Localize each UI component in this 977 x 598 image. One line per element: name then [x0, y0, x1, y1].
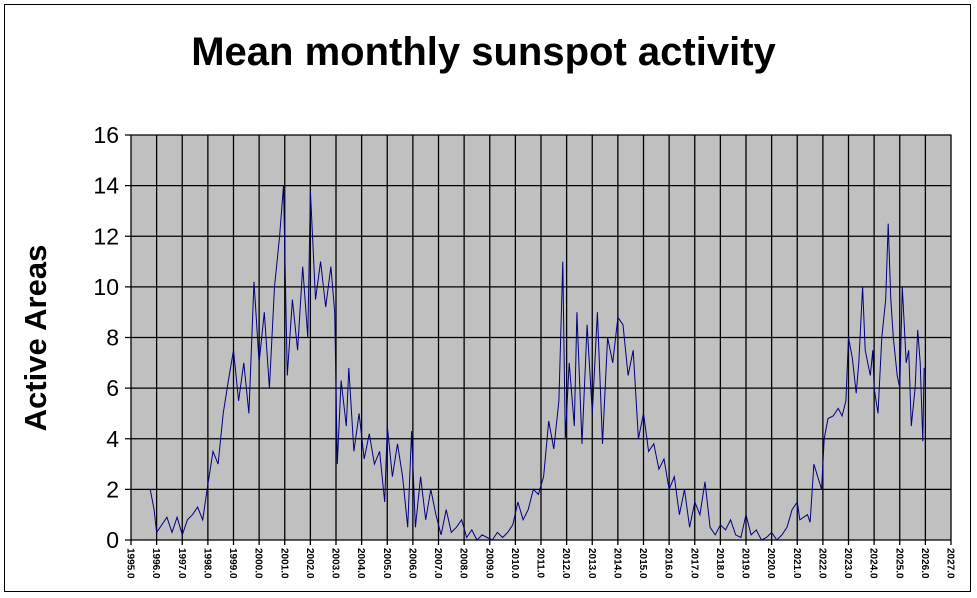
x-tick-label: 2020.0	[765, 548, 776, 579]
x-tick-label: 2013.0	[586, 548, 597, 579]
x-tick-label: 1999.0	[227, 548, 238, 579]
y-tick-label: 14	[93, 173, 119, 199]
plot-border	[130, 134, 952, 541]
x-tick-label: 2011.0	[535, 548, 546, 578]
x-tick-label: 2024.0	[868, 548, 879, 579]
x-tick-label: 1998.0	[201, 548, 212, 579]
x-tick-label: 1996.0	[150, 548, 161, 579]
y-tick-label: 16	[93, 122, 119, 148]
x-tick-label: 2019.0	[740, 548, 751, 579]
x-tick-label: 1995.0	[125, 548, 136, 579]
x-tick-label: 2015.0	[637, 548, 648, 579]
x-tick-label: 2025.0	[893, 548, 904, 579]
y-tick-label: 2	[106, 476, 119, 502]
y-tick-label: 10	[93, 274, 119, 300]
x-tick-label: 2012.0	[560, 548, 571, 579]
x-tick-label: 2022.0	[816, 548, 827, 579]
chart-title: Mean monthly sunspot activity	[191, 30, 776, 74]
x-tick-label: 2014.0	[611, 548, 622, 579]
y-tick-label: 6	[106, 375, 119, 401]
x-tick-label: 2002.0	[304, 548, 315, 579]
x-tick-label: 2016.0	[663, 548, 674, 579]
x-tick-label: 2003.0	[330, 548, 341, 579]
x-tick-label: 2008.0	[458, 548, 469, 579]
x-tick-label: 2000.0	[253, 548, 264, 579]
x-tick-label: 2009.0	[483, 548, 494, 579]
x-tick-label: 2001.0	[278, 548, 289, 579]
x-tick-label: 2026.0	[919, 548, 930, 579]
x-tick-label: 2027.0	[945, 548, 956, 579]
y-tick-label: 8	[106, 325, 119, 351]
x-tick-label: 2006.0	[406, 548, 417, 579]
y-tick-label: 12	[93, 223, 119, 249]
x-tick-label: 1997.0	[176, 548, 187, 579]
y-tick-label: 0	[106, 527, 119, 553]
chart-frame	[4, 4, 971, 592]
x-tick-label: 2017.0	[688, 548, 699, 579]
y-tick-label: 4	[106, 426, 119, 452]
x-tick-label: 2018.0	[714, 548, 725, 579]
x-tick-label: 2021.0	[791, 548, 802, 579]
x-tick-label: 2023.0	[842, 548, 853, 579]
x-tick-label: 2007.0	[432, 548, 443, 579]
x-tick-label: 2010.0	[509, 548, 520, 579]
data-series-line	[149, 185, 925, 541]
x-tick-label: 2005.0	[381, 548, 392, 579]
x-tick-label: 2004.0	[355, 548, 366, 579]
